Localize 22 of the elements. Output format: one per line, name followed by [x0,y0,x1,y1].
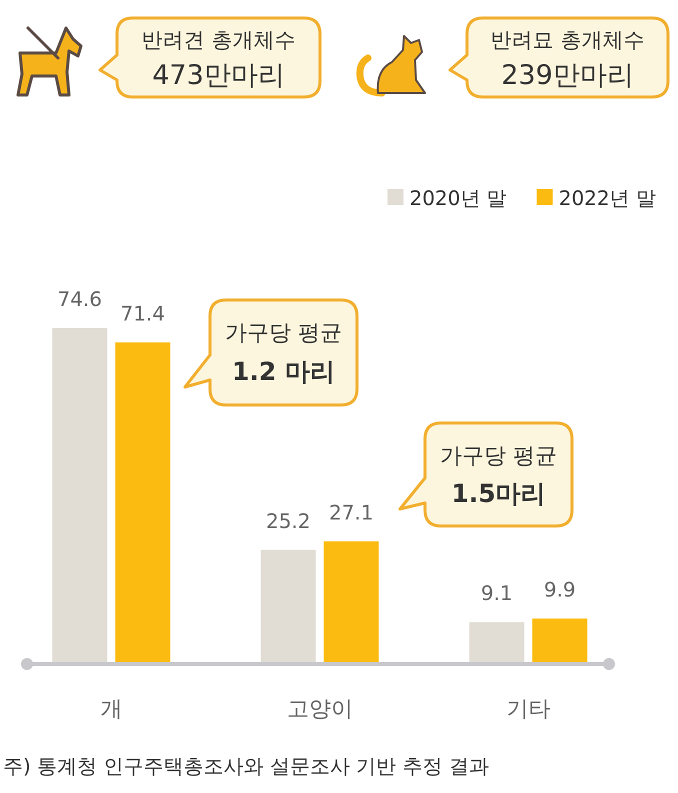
annotation: 가구당 평균 1.5마리 [440,444,557,508]
bar [260,550,316,663]
annotation: 가구당 평균 1.2 마리 [225,321,342,386]
text: 주) 통계청 인구주택총조사와 설문조사 기반 추정 결과 [3,754,489,778]
text: 반려묘 총개체수 239만마리 [490,28,644,91]
legend-label: 2022년 말 [558,186,656,210]
text: 반려견 총개체수 473만마리 [142,28,296,91]
data-label: 9.9 [544,578,576,602]
x-tick-label: 개 [100,697,122,722]
bar [532,618,588,663]
bar [469,622,524,663]
data-label: 25.2 [266,508,311,533]
bar [52,328,108,663]
bar [324,541,379,663]
data-label: 74.6 [57,287,102,311]
bar [115,342,170,663]
data-label: 27.1 [328,500,374,524]
legend-label: 2020년 말 [409,186,507,210]
x-tick-label: 기타 [506,697,550,722]
data-label: 71.4 [120,301,166,326]
data-label: 9.1 [480,581,513,606]
x-tick-label: 고양이 [286,697,353,722]
